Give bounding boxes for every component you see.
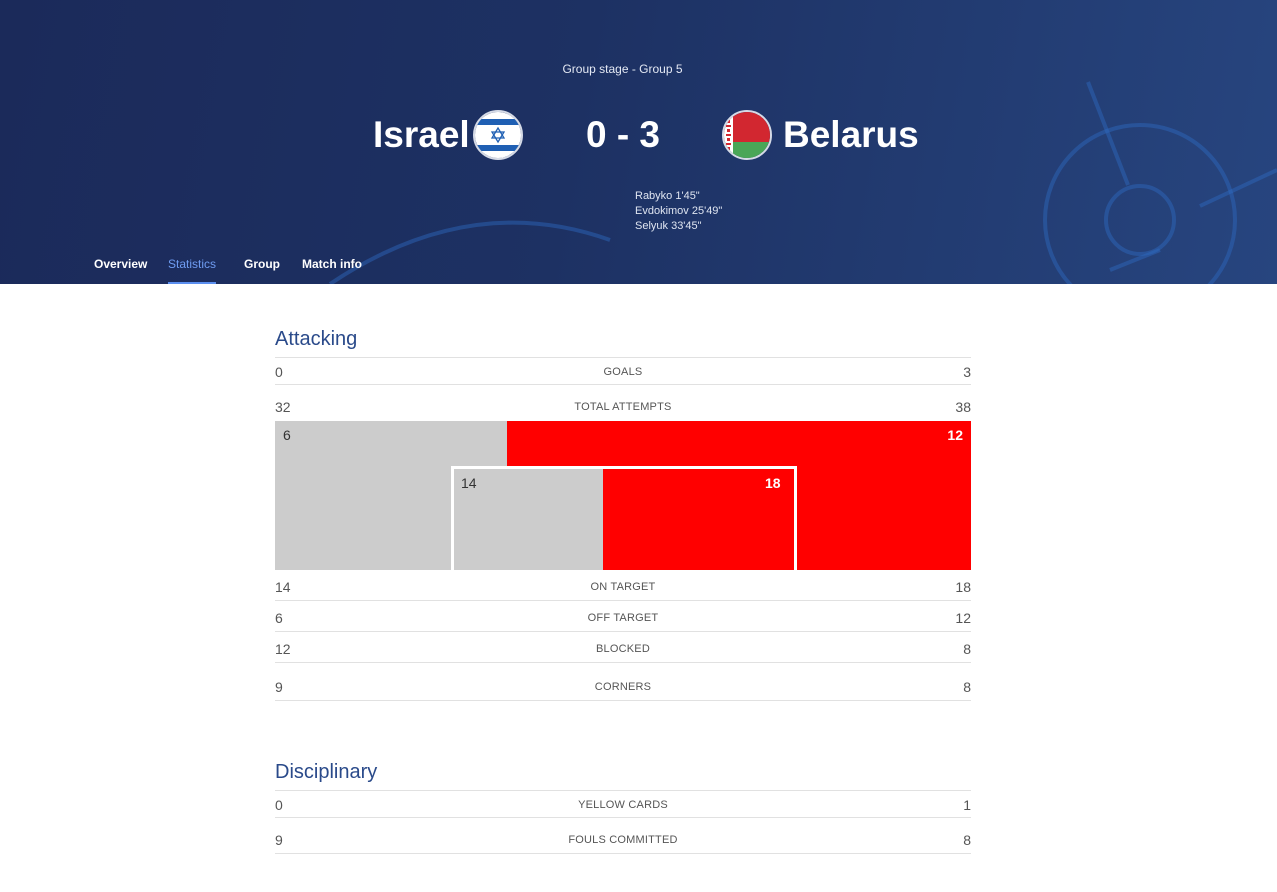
tab-match-info[interactable]: Match info — [302, 257, 362, 271]
home-blocked-value: 12 — [275, 641, 291, 657]
stat-row-off-target: 6 OFF TARGET 12 — [275, 610, 971, 632]
on-target-home-bar — [454, 469, 603, 570]
divider — [275, 817, 971, 818]
section-title-attacking: Attacking — [275, 328, 358, 350]
stat-row-goals: 0 GOALS 3 — [275, 364, 971, 386]
total-attempts-label: TOTAL ATTEMPTS — [574, 401, 672, 413]
home-off-target-value: 6 — [275, 610, 283, 626]
goals-label: GOALS — [603, 366, 643, 378]
stat-row-blocked: 12 BLOCKED 8 — [275, 641, 971, 663]
on-target-away-label: 18 — [765, 475, 781, 491]
away-team-name[interactable]: Belarus — [783, 114, 919, 155]
israel-flag-icon[interactable] — [473, 110, 523, 160]
away-corners-value: 8 — [963, 679, 971, 695]
blocked-label: BLOCKED — [596, 643, 650, 655]
divider — [275, 853, 971, 854]
corners-label: CORNERS — [594, 681, 652, 693]
home-corners-value: 9 — [275, 679, 283, 695]
away-off-target-value: 12 — [955, 610, 971, 626]
away-on-target-value: 18 — [955, 579, 971, 595]
divider — [275, 700, 971, 701]
divider — [275, 600, 971, 601]
belarus-flag-icon[interactable] — [722, 110, 772, 160]
on-target-home-label: 14 — [461, 475, 477, 491]
off-target-home-label: 6 — [283, 427, 291, 443]
on-target-away-bar — [603, 469, 794, 570]
match-score: 0 - 3 — [585, 114, 661, 155]
divider — [275, 631, 971, 632]
on-target-label: ON TARGET — [590, 581, 656, 593]
stat-row-yellow-cards: 0 YELLOW CARDS 1 — [275, 797, 971, 819]
stat-row-fouls: 9 FOULS COMMITTED 8 — [275, 832, 971, 854]
home-yellow-cards-value: 0 — [275, 797, 283, 813]
pitch-lines-decoration — [328, 81, 1277, 284]
home-attempts-value: 32 — [275, 399, 291, 415]
home-team-name[interactable]: Israel — [373, 114, 470, 155]
scorer-item: Rabyko 1'45" — [635, 190, 700, 202]
section-title-disciplinary: Disciplinary — [275, 761, 378, 783]
away-attempts-value: 38 — [955, 399, 971, 415]
off-target-label: OFF TARGET — [587, 612, 659, 624]
stage-label: Group stage - Group 5 — [562, 62, 683, 76]
away-blocked-value: 8 — [963, 641, 971, 657]
off-target-away-label: 12 — [947, 427, 963, 443]
divider — [275, 790, 971, 791]
away-goals-value: 3 — [963, 364, 971, 380]
away-yellow-cards-value: 1 — [963, 797, 971, 813]
divider — [275, 662, 971, 663]
tab-overview[interactable]: Overview — [94, 257, 148, 271]
fouls-label: FOULS COMMITTED — [568, 834, 678, 846]
tab-statistics[interactable]: Statistics — [168, 257, 217, 284]
divider — [275, 357, 971, 358]
scorer-item: Selyuk 33'45" — [635, 220, 702, 232]
stat-row-corners: 9 CORNERS 8 — [275, 679, 971, 701]
away-fouls-value: 8 — [963, 832, 971, 848]
divider — [275, 384, 971, 385]
scorer-item: Evdokimov 25'49" — [635, 205, 723, 217]
yellow-cards-label: YELLOW CARDS — [578, 799, 668, 811]
goal-scorers-list: Rabyko 1'45" Evdokimov 25'49" Selyuk 33'… — [635, 189, 722, 234]
home-on-target-value: 14 — [275, 579, 291, 595]
stat-row-on-target: 14 ON TARGET 18 — [275, 579, 971, 601]
match-header: Group stage - Group 5 Israel 0 - 3 Belar… — [0, 0, 1277, 284]
home-goals-value: 0 — [275, 364, 283, 380]
attempts-chart: 6 12 14 18 — [275, 421, 971, 570]
home-fouls-value: 9 — [275, 832, 283, 848]
tab-group[interactable]: Group — [244, 257, 280, 271]
stat-row-total-attempts: 32 TOTAL ATTEMPTS 38 — [275, 399, 971, 421]
